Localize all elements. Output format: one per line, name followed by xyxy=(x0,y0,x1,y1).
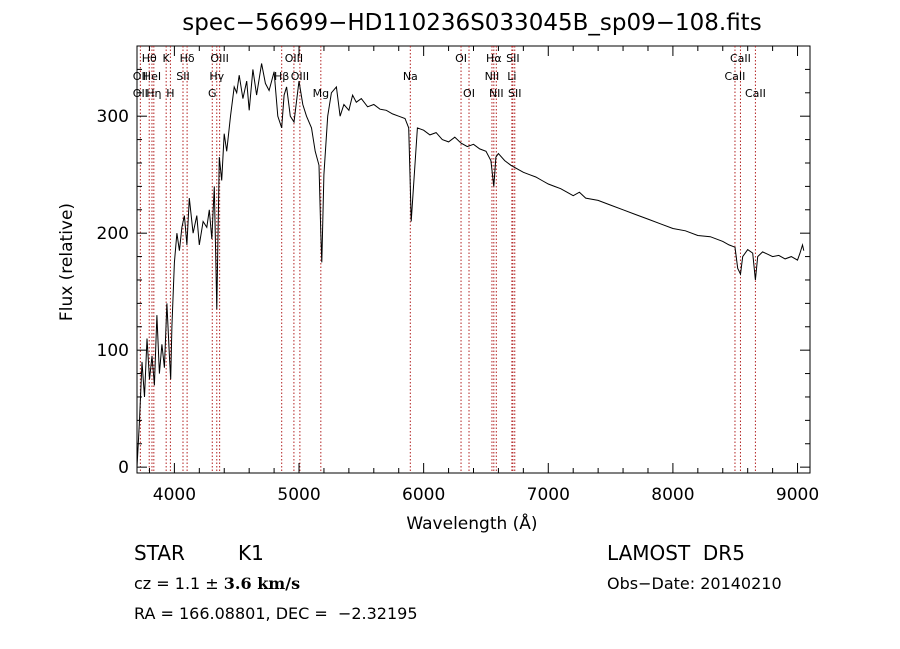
spectral-line-label: G xyxy=(208,87,217,100)
y-tick-label: 100 xyxy=(97,341,129,361)
x-tick-label: 8000 xyxy=(651,485,694,505)
spectral-line-label: CaII xyxy=(745,87,766,100)
object-subclass: K1 xyxy=(238,541,264,565)
spectral-line-label: Hη xyxy=(146,87,161,100)
x-axis-label: Wavelength (Å) xyxy=(406,512,537,534)
x-tick-label: 9000 xyxy=(776,485,819,505)
spectral-line-label: K xyxy=(163,52,171,65)
coordinates: RA = 166.08801, DEC = −2.32195 xyxy=(134,604,418,623)
spectral-line-label: SII xyxy=(508,87,521,100)
spectral-line-label: SII xyxy=(176,70,189,83)
spectrum-line xyxy=(136,63,805,468)
spectral-line-label: OII xyxy=(133,70,148,83)
observation-date: Obs−Date: 20140210 xyxy=(607,574,782,593)
spectral-line-label: CaII xyxy=(730,52,751,65)
spectral-line-label: CaII xyxy=(725,70,746,83)
plot-frame xyxy=(136,45,811,474)
survey-name: LAMOST DR5 xyxy=(607,541,745,565)
chart-title: spec−56699−HD110236S033045B_sp09−108.fit… xyxy=(182,10,761,36)
x-axis: 4000 5000 6000 7000 8000 9000 xyxy=(148,46,819,505)
spectral-line-label: HeI xyxy=(143,70,161,83)
spectral-line-markers xyxy=(139,46,756,473)
spectral-line-label: H xyxy=(166,87,174,100)
spectral-line-label: Hδ xyxy=(180,52,195,65)
spectral-line-label: SII xyxy=(506,52,519,65)
spectral-line-label: Hα xyxy=(486,52,502,65)
x-tick-label: 7000 xyxy=(527,485,570,505)
spectral-line-label: OI xyxy=(455,52,467,65)
spectral-line-label: OIII xyxy=(285,52,303,65)
spectral-line-label: Hθ xyxy=(142,52,157,65)
spectral-line-label: OIII xyxy=(210,52,228,65)
spectral-line-label: OIII xyxy=(291,70,309,83)
x-tick-label: 5000 xyxy=(277,485,320,505)
redshift-readout: cz = 1.1 ± 3.6 km/s xyxy=(134,574,300,593)
y-tick-label: 200 xyxy=(97,224,129,244)
spectral-line-label: OII xyxy=(133,87,148,100)
spectral-line-label: Na xyxy=(403,70,418,83)
redshift-value: cz = 1.1 ± xyxy=(134,574,224,593)
y-axis: 0 100 200 300 xyxy=(97,68,810,478)
redshift-error: 3.6 km/s xyxy=(223,574,301,593)
spectral-line-label: Hβ xyxy=(274,70,289,83)
spectral-line-label: NII xyxy=(485,70,500,83)
x-tick-label: 4000 xyxy=(153,485,196,505)
spectral-line-label: NII xyxy=(489,87,504,100)
spectral-line-label: OI xyxy=(463,87,475,100)
x-tick-label: 6000 xyxy=(402,485,445,505)
y-tick-label: 0 xyxy=(118,458,129,478)
spectral-line-label: Hγ xyxy=(209,70,224,83)
y-axis-label: Flux (relative) xyxy=(57,203,77,321)
spectral-line-label: Li xyxy=(507,70,516,83)
spectral-line-label: Mg xyxy=(313,87,329,100)
y-tick-label: 300 xyxy=(97,107,129,127)
object-class: STAR xyxy=(134,541,185,565)
